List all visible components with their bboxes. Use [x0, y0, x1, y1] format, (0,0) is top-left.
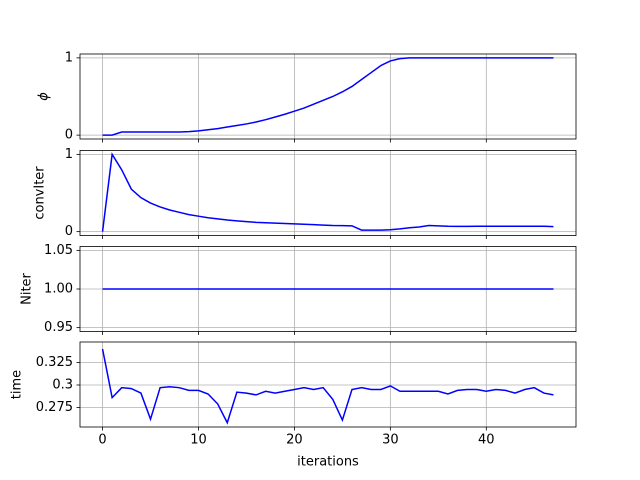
y-axis-label: convIter: [33, 166, 48, 220]
y-tick-label: 0: [65, 224, 73, 239]
y-axis-label: Niter: [20, 272, 35, 304]
x-tick-label: 30: [382, 433, 399, 448]
y-axis-label: ϕ: [37, 92, 52, 101]
axes-frame: [79, 150, 577, 236]
y-tick-label: 0.3: [52, 377, 73, 392]
data-line: [101, 152, 554, 232]
x-axis-label: iterations: [297, 455, 359, 470]
x-tick-label: 20: [286, 433, 303, 448]
axes-frame: [79, 341, 577, 428]
y-tick-label: 1: [65, 147, 73, 162]
axes-frame: [79, 53, 577, 140]
y-tick-label: 0.325: [36, 355, 73, 370]
axes-frame: [79, 246, 577, 332]
y-tick-label: 0: [65, 128, 73, 143]
data-line: [102, 57, 554, 136]
x-tick-label: 10: [190, 433, 207, 448]
y-axis-label: time: [10, 370, 25, 399]
x-tick-label: 0: [98, 433, 106, 448]
y-tick-label: 1.00: [44, 282, 73, 297]
y-tick-label: 0.275: [36, 400, 73, 415]
y-tick-label: 1: [65, 50, 73, 65]
data-line: [101, 348, 554, 425]
x-tick-label: 40: [478, 433, 495, 448]
y-tick-label: 0.95: [44, 320, 73, 335]
y-tick-label: 1.05: [44, 243, 73, 258]
